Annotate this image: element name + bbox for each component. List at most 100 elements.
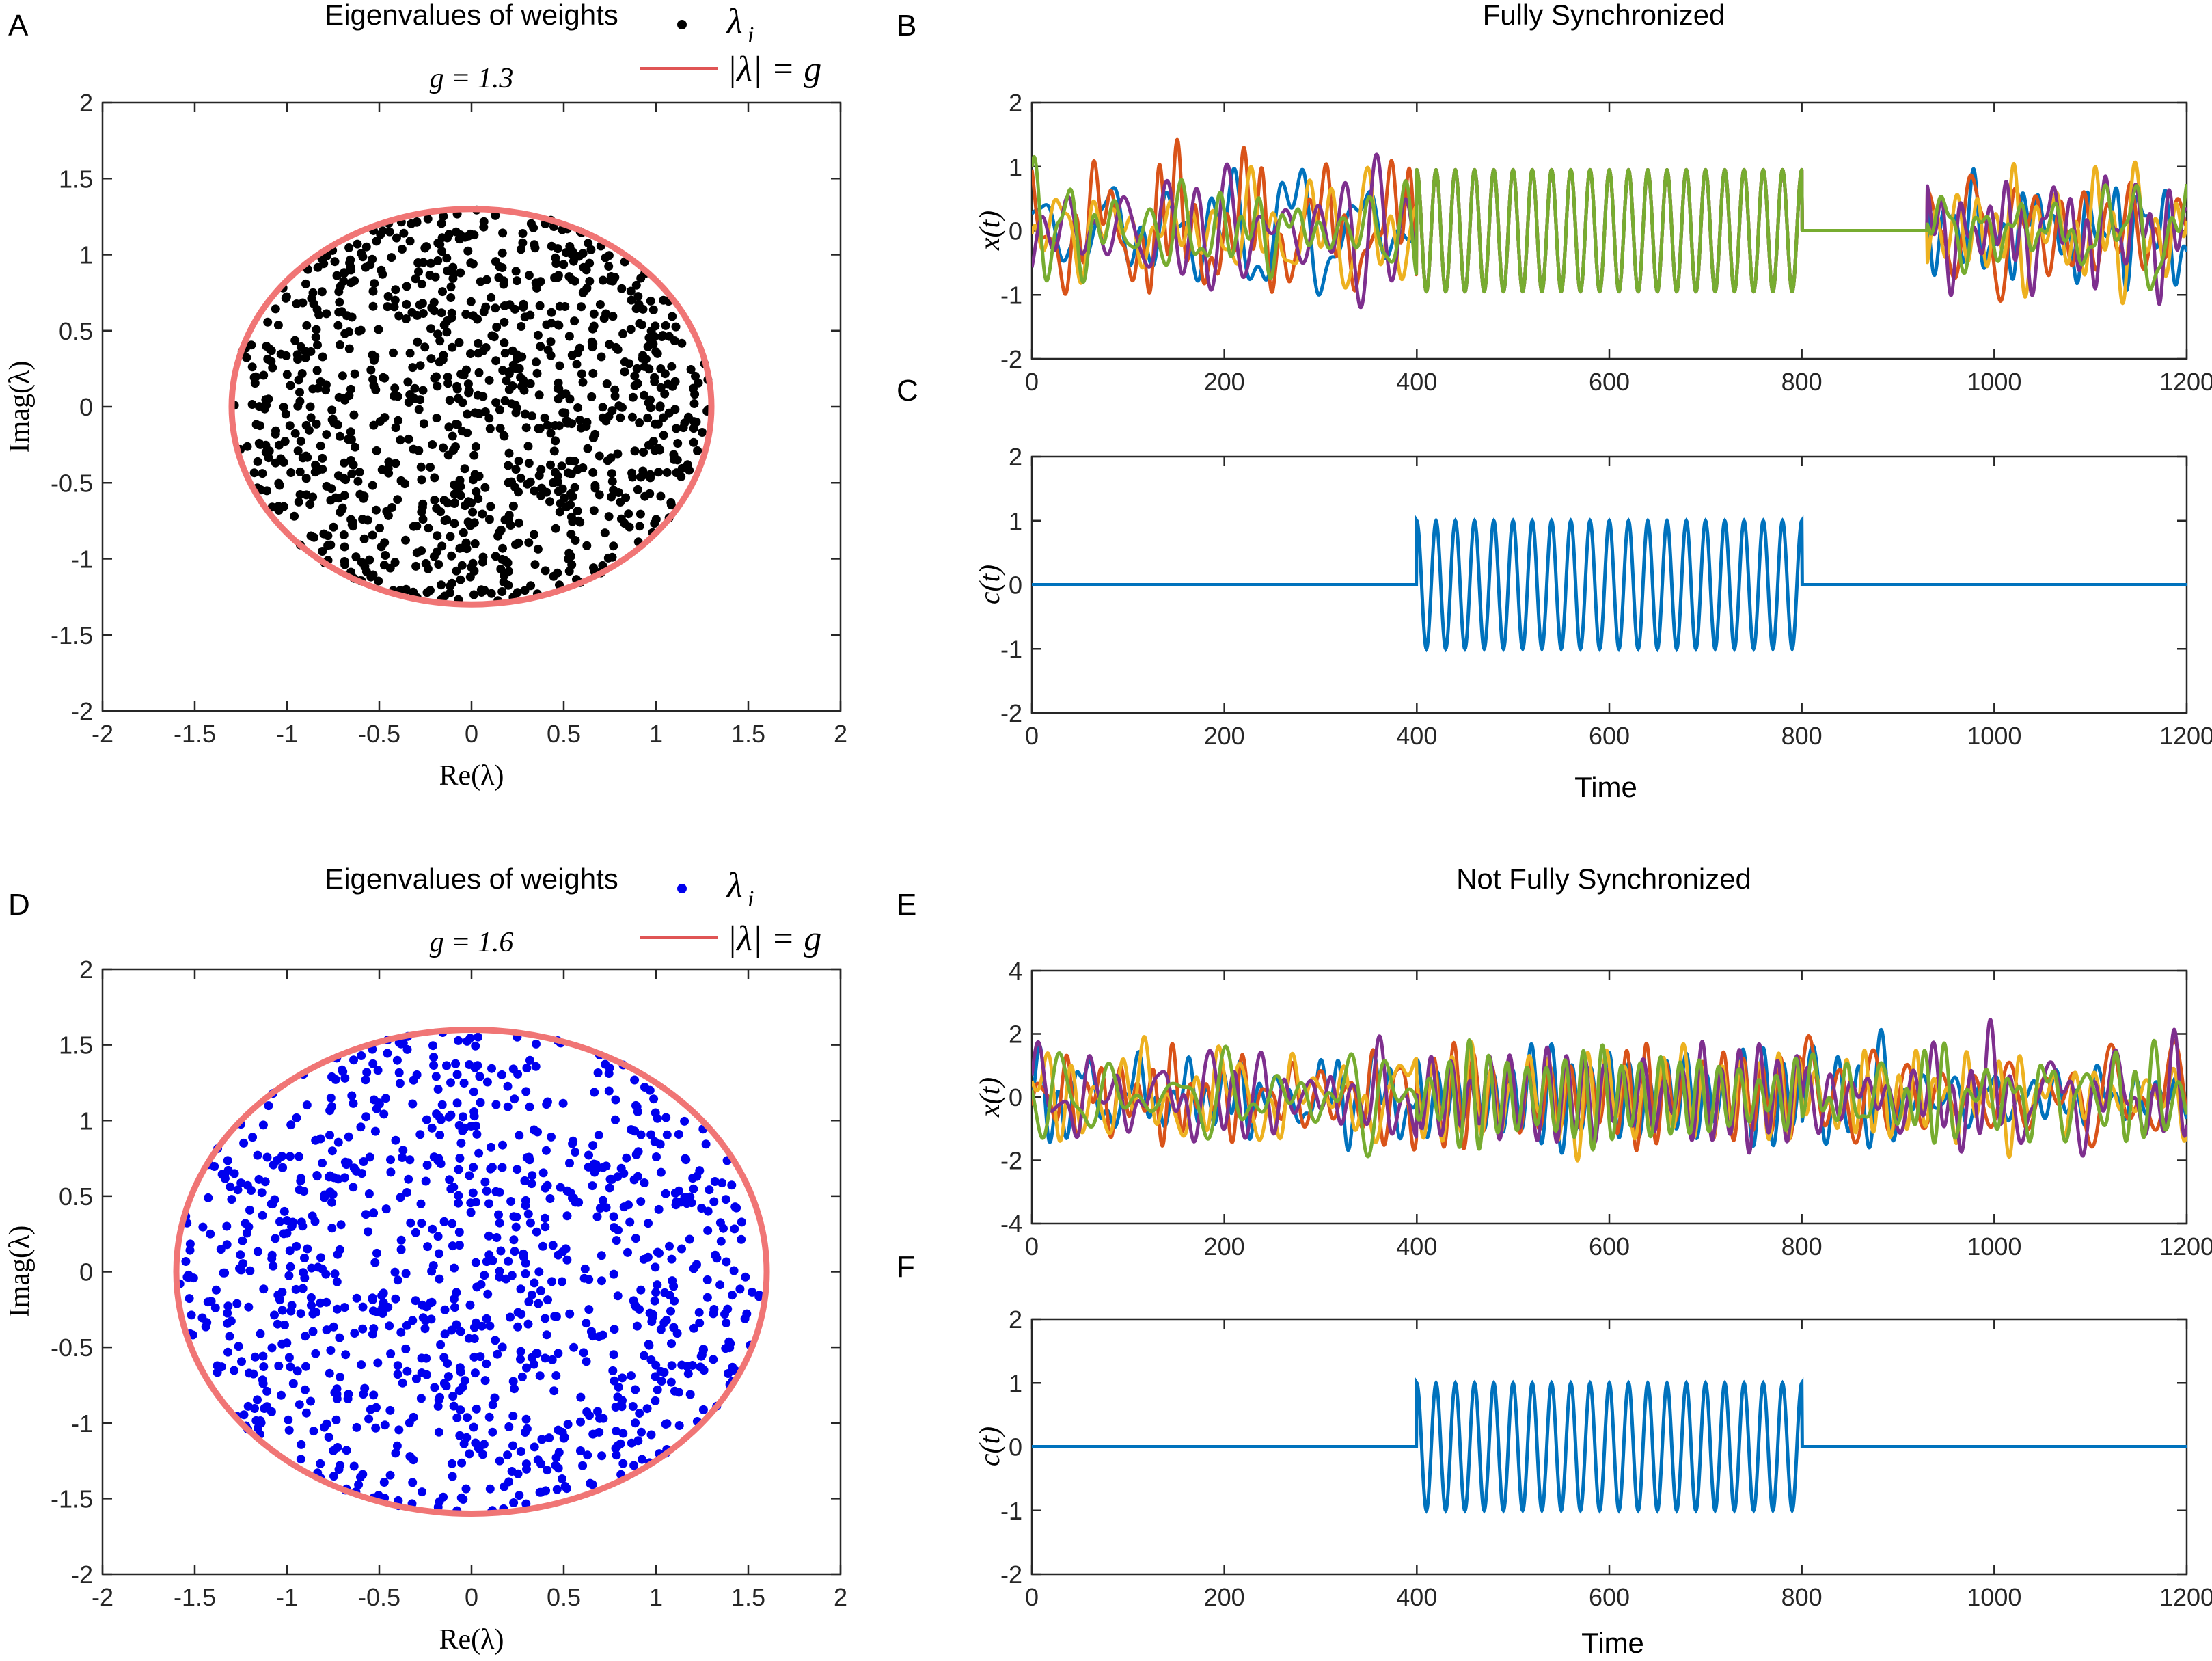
eigenvalue-point (373, 1358, 383, 1368)
eigenvalue-point (411, 561, 421, 571)
eigenvalue-point (546, 337, 556, 347)
eigenvalue-point (631, 1234, 640, 1243)
eigenvalue-point (525, 1055, 534, 1065)
eigenvalue-point (318, 352, 327, 362)
eigenvalue-point (541, 566, 550, 576)
eigenvalue-point (355, 468, 364, 477)
eigenvalue-point (601, 309, 611, 319)
eigenvalue-point (689, 437, 698, 447)
eigenvalue-point (671, 322, 681, 332)
panel-d-ylabel: Imag(λ) (4, 1226, 36, 1318)
eigenvalue-point (610, 1376, 619, 1386)
eigenvalue-point (516, 473, 525, 483)
eigenvalue-point (269, 1261, 278, 1271)
eigenvalue-point (185, 1294, 194, 1304)
eigenvalue-point (574, 516, 584, 526)
eigenvalue-point (379, 1478, 389, 1487)
eigenvalue-point (612, 1236, 621, 1245)
eigenvalue-point (588, 1181, 597, 1191)
eigenvalue-point (426, 324, 435, 334)
eigenvalue-point (476, 277, 485, 286)
trace-line-unit-3 (1032, 1035, 2187, 1163)
eigenvalue-point (554, 1349, 563, 1358)
eigenvalue-point (478, 347, 488, 355)
eigenvalue-point (267, 1343, 277, 1353)
y-tick-label: -1.5 (51, 621, 93, 649)
eigenvalue-point (698, 1405, 708, 1414)
eigenvalue-point (525, 477, 535, 487)
eigenvalue-point (498, 366, 508, 375)
eigenvalue-point (411, 1296, 420, 1306)
eigenvalue-point (560, 494, 569, 503)
eigenvalue-point (274, 502, 283, 511)
eigenvalue-point (507, 399, 517, 409)
eigenvalue-point (588, 1332, 597, 1341)
eigenvalue-point (520, 312, 530, 322)
eigenvalue-point (671, 1200, 681, 1210)
eigenvalue-point (618, 1429, 628, 1438)
eigenvalue-point (433, 531, 442, 541)
eigenvalue-point (469, 230, 479, 240)
eigenvalue-point (273, 1319, 282, 1329)
eigenvalue-point (458, 398, 467, 407)
eigenvalue-point (293, 355, 303, 364)
eigenvalue-point (639, 448, 648, 457)
eigenvalue-point (294, 497, 303, 507)
eigenvalue-point (541, 1213, 549, 1223)
eigenvalue-point (254, 1174, 264, 1184)
eigenvalue-point (346, 265, 356, 275)
eigenvalue-point (293, 401, 303, 411)
eigenvalue-point (660, 1288, 670, 1297)
eigenvalue-point (437, 247, 447, 256)
eigenvalue-point (588, 468, 598, 477)
panel-b: Fully Synchronized 0 200 400 600 800 1000 1200… (974, 0, 2212, 396)
eigenvalue-point (592, 1212, 602, 1221)
eigenvalue-point (633, 1172, 642, 1181)
x-tick-label: 1200 (2159, 1583, 2212, 1611)
eigenvalue-point (580, 1264, 590, 1273)
eigenvalue-point (442, 1061, 451, 1070)
eigenvalue-point (495, 1456, 504, 1466)
eigenvalue-point (361, 567, 371, 576)
eigenvalue-point (535, 301, 545, 310)
eigenvalue-point (284, 1425, 294, 1435)
eigenvalue-point (435, 336, 445, 346)
eigenvalue-point (504, 461, 513, 470)
eigenvalue-point (270, 1195, 279, 1204)
eigenvalue-point (446, 581, 455, 591)
eigenvalue-point (683, 1362, 692, 1371)
eigenvalue-point (448, 431, 457, 441)
eigenvalue-point (259, 1362, 269, 1371)
eigenvalue-point (326, 540, 336, 550)
eigenvalue-point (656, 1366, 666, 1376)
eigenvalue-point (308, 384, 318, 394)
eigenvalue-point (359, 1157, 368, 1166)
eigenvalue-point (627, 295, 636, 305)
eigenvalue-point (432, 414, 441, 423)
eigenvalue-point (625, 522, 634, 532)
eigenvalue-point (578, 1461, 588, 1470)
eigenvalue-point (391, 1135, 400, 1145)
eigenvalue-point (618, 329, 628, 338)
eigenvalue-point (609, 485, 618, 495)
eigenvalue-point (463, 1413, 472, 1422)
eigenvalue-point (529, 1360, 538, 1369)
eigenvalue-point (653, 349, 662, 358)
x-tick-label: 1000 (1967, 722, 2021, 750)
eigenvalue-point (728, 1362, 737, 1372)
eigenvalue-point (543, 420, 552, 430)
eigenvalue-point (296, 1455, 305, 1464)
eigenvalue-point (456, 575, 465, 584)
panel-a-ylabel: Imag(λ) (4, 361, 36, 453)
eigenvalue-point (465, 1171, 474, 1180)
eigenvalue-point (369, 1095, 379, 1105)
eigenvalue-point (346, 515, 356, 524)
eigenvalue-point (646, 470, 655, 479)
eigenvalue-point (475, 1071, 484, 1081)
eigenvalue-point (547, 241, 556, 251)
eigenvalue-point (656, 1325, 666, 1334)
eigenvalue-point (432, 372, 441, 381)
eigenvalue-point (471, 1258, 480, 1267)
eigenvalue-point (608, 276, 618, 286)
eigenvalue-point (402, 1188, 411, 1197)
